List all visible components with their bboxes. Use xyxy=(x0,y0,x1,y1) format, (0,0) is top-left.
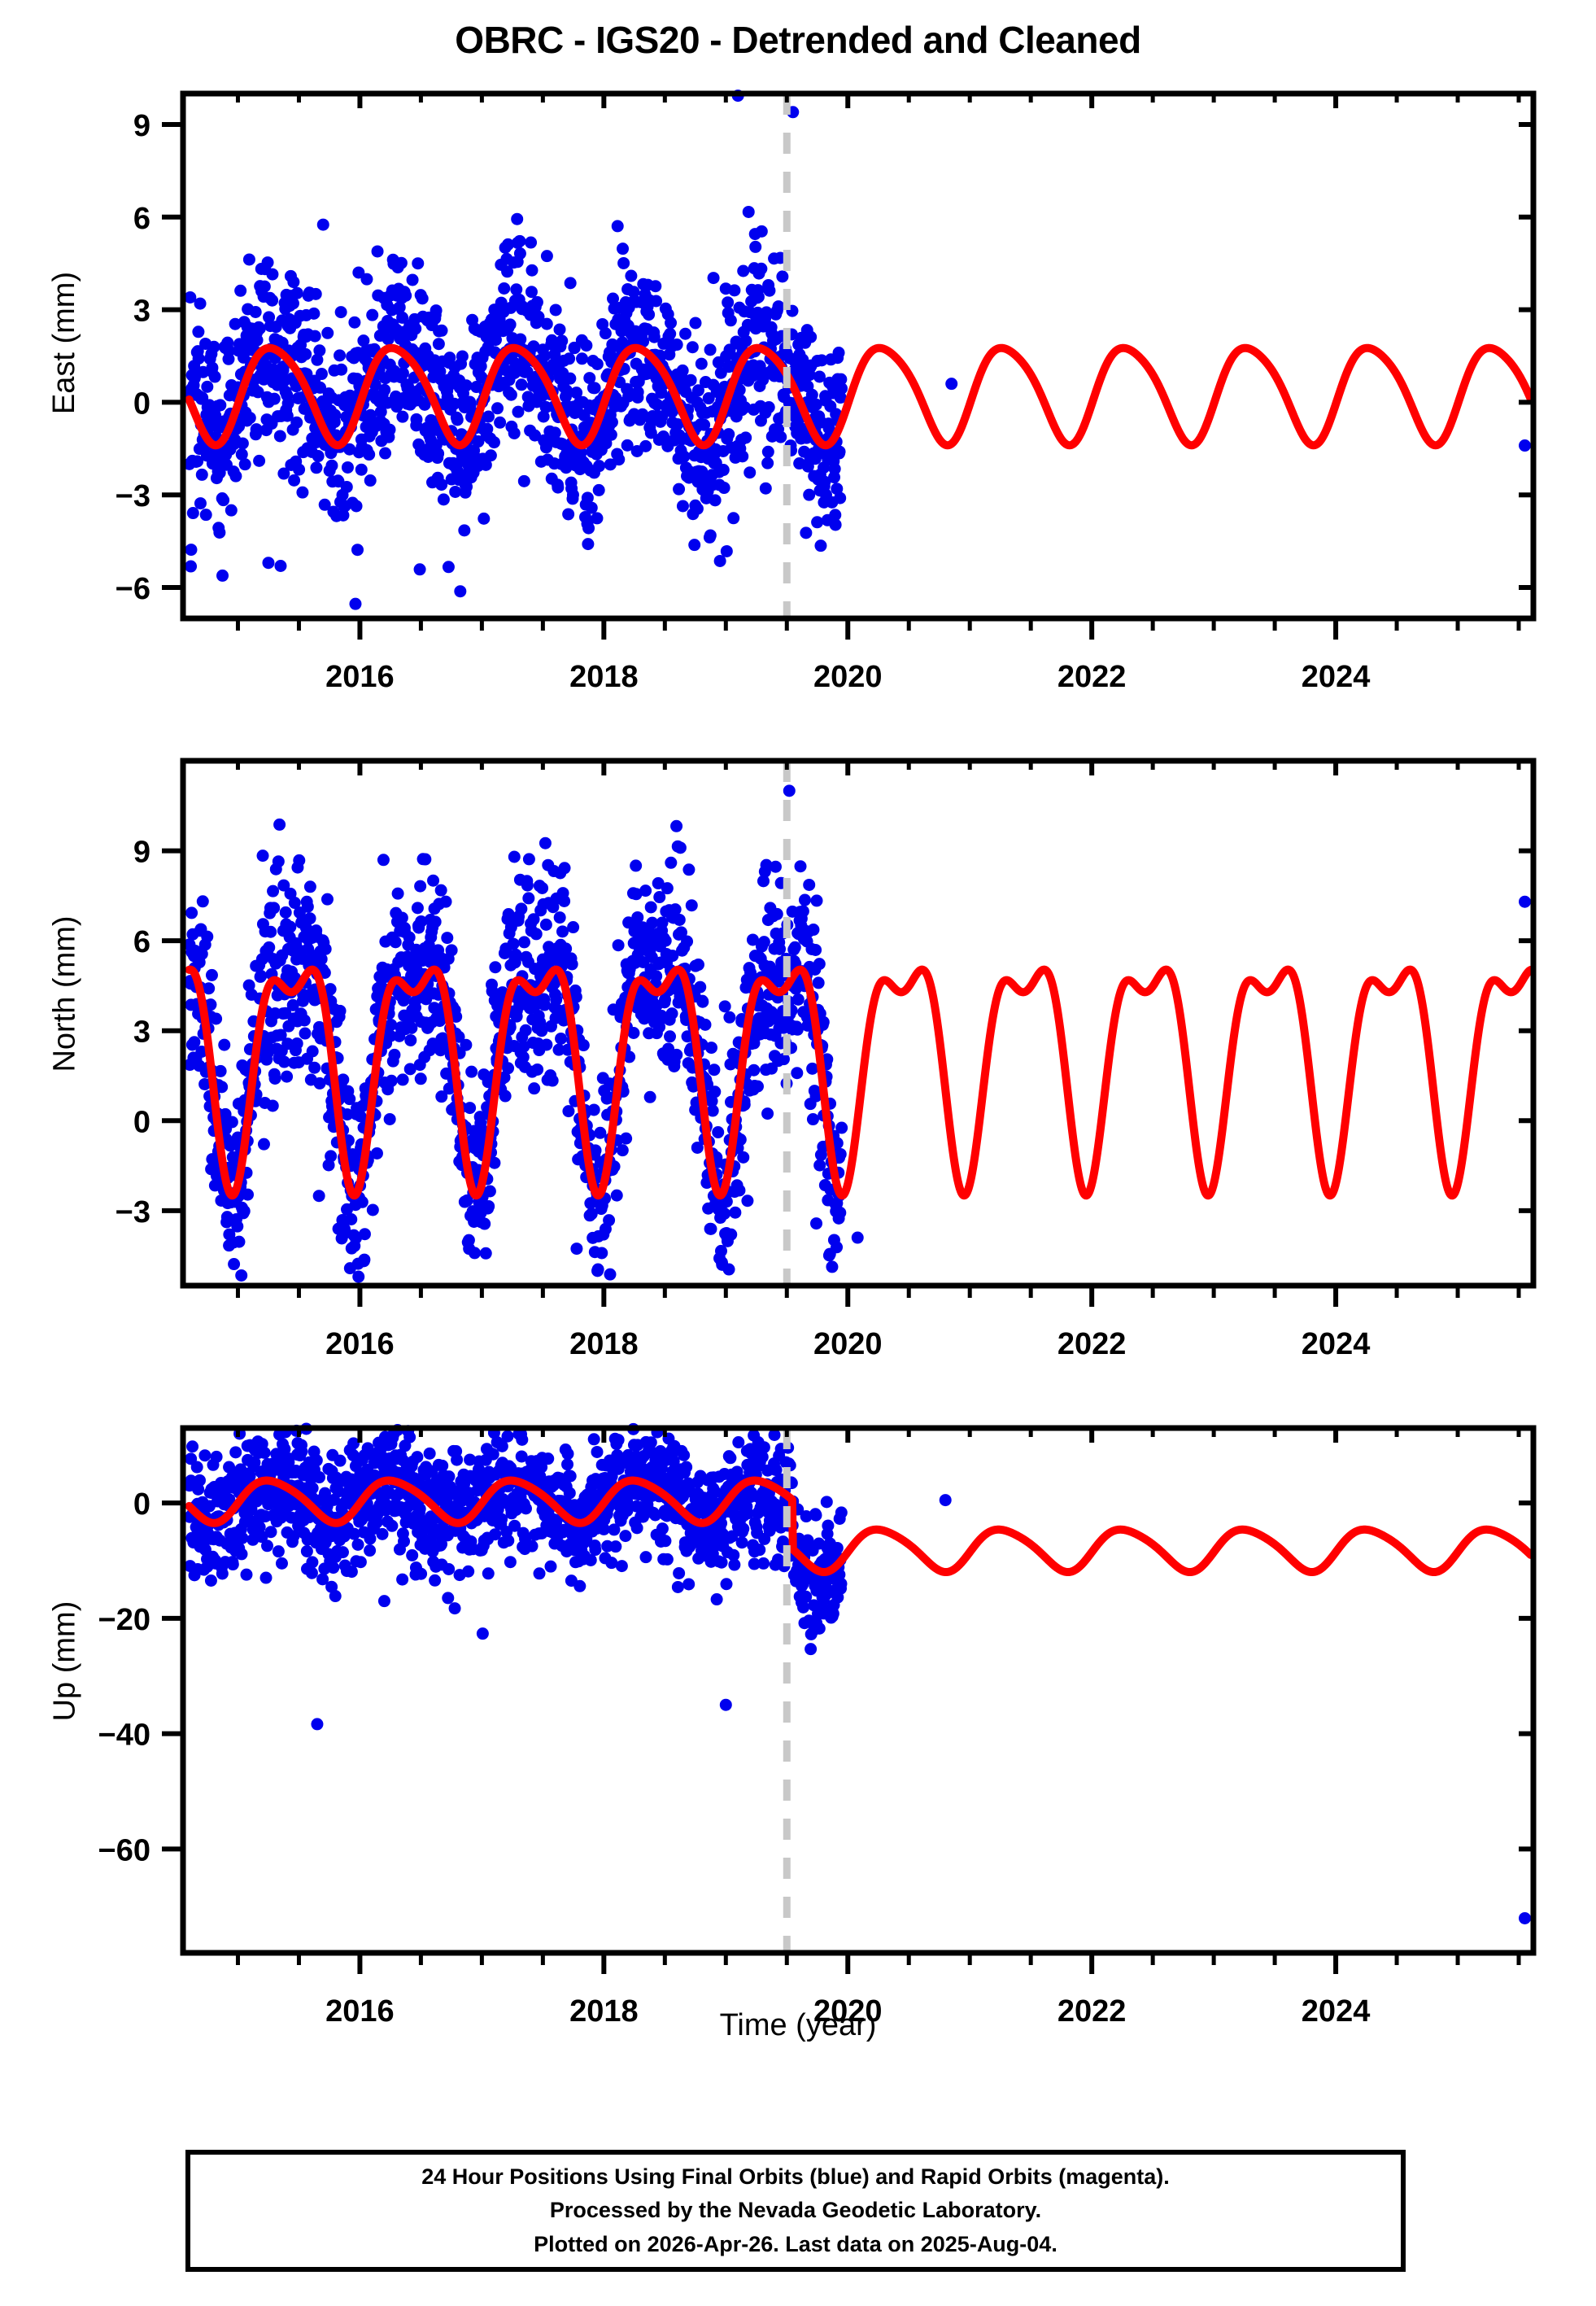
x-axis-tick-label: 2022 xyxy=(1057,1994,1127,2029)
scatter-series xyxy=(183,90,848,610)
y-axis-tick-label: 6 xyxy=(133,202,150,236)
outlier-point xyxy=(1519,1911,1531,1924)
outlier-point xyxy=(783,784,796,797)
y-axis-tick-label: 3 xyxy=(133,295,150,329)
axes-frame xyxy=(180,758,1537,1289)
y-axis-tick-label: 9 xyxy=(133,109,150,143)
panel-up: 2016 2018 2020 2022 2024 0 −20 −40 −60 xyxy=(98,1422,1537,2029)
y-axis-tick-label: −60 xyxy=(98,1833,150,1867)
y-axis-tick-label: 3 xyxy=(133,1015,150,1050)
outlier-point xyxy=(1519,439,1531,452)
footer-line-3: Plotted on 2026-Apr-26. Last data on 202… xyxy=(534,2231,1057,2256)
y-axis-tick-label: −3 xyxy=(116,479,150,513)
outlier-point xyxy=(851,1231,864,1244)
footer-line-1: 24 Hour Positions Using Final Orbits (bl… xyxy=(421,2164,1170,2190)
page-title: OBRC - IGS20 - Detrended and Cleaned xyxy=(455,19,1141,61)
y-axis-tick-label: 0 xyxy=(133,1105,150,1139)
y-axis-tick-label: −3 xyxy=(116,1195,150,1229)
model-fit-curve xyxy=(185,343,1535,450)
outlier-point xyxy=(377,1595,390,1608)
y-axis-tick-label: 0 xyxy=(133,1487,150,1522)
x-axis-label: Time (year) xyxy=(719,2008,877,2042)
x-axis-tick-label: 2016 xyxy=(325,660,395,694)
x-axis-tick-label: 2016 xyxy=(325,1994,395,2029)
model-fit-curve xyxy=(185,1476,1535,1577)
outlier-point xyxy=(262,557,275,570)
y-axis-label-up: Up (mm) xyxy=(47,1601,82,1722)
outlier-point xyxy=(665,856,678,869)
y-axis-label-north: North (mm) xyxy=(47,915,82,1072)
y-axis-tick-label: 0 xyxy=(133,387,150,421)
axes-frame xyxy=(180,1425,1537,1956)
x-axis-tick-label: 2020 xyxy=(813,1327,883,1361)
y-axis-tick-label: −20 xyxy=(98,1603,150,1637)
x-axis-tick-label: 2018 xyxy=(569,1994,639,2029)
panel-north: 2016 2018 2020 2022 2024 9 6 3 0 −3 xyxy=(116,758,1537,1361)
x-axis-tick-label: 2024 xyxy=(1302,1994,1371,2029)
y-axis-label-east: East (mm) xyxy=(47,271,82,415)
y-axis-tick-label: −6 xyxy=(116,572,150,606)
x-axis-tick-label: 2018 xyxy=(569,660,639,694)
model-fit-curve xyxy=(185,965,1535,1200)
panel-east: 2016 2018 2020 2022 2024 9 6 3 0 −3 −6 xyxy=(116,90,1537,694)
x-axis-tick-label: 2022 xyxy=(1057,1327,1127,1361)
x-axis-tick-label: 2018 xyxy=(569,1327,639,1361)
axes-frame xyxy=(180,90,1537,622)
outlier-point xyxy=(939,1494,952,1507)
x-axis-tick-label: 2024 xyxy=(1302,660,1371,694)
x-axis-tick-label: 2016 xyxy=(325,1327,395,1361)
y-axis-tick-label: 9 xyxy=(133,836,150,870)
x-axis-tick-label: 2024 xyxy=(1302,1327,1371,1361)
x-axis-tick-label: 2020 xyxy=(813,660,883,694)
outlier-point xyxy=(274,560,287,572)
x-axis-tick-label: 2020 xyxy=(813,1994,883,2029)
footer-line-2: Processed by the Nevada Geodetic Laborat… xyxy=(549,2198,1042,2223)
x-axis-tick-label: 2022 xyxy=(1057,660,1127,694)
y-axis-tick-label: −40 xyxy=(98,1719,150,1753)
y-axis-tick-label: 6 xyxy=(133,925,150,959)
footer-caption-box: 24 Hour Positions Using Final Orbits (bl… xyxy=(185,2150,1406,2272)
outlier-point xyxy=(719,1698,732,1711)
outlier-point xyxy=(945,378,958,391)
outlier-point xyxy=(1519,895,1531,908)
